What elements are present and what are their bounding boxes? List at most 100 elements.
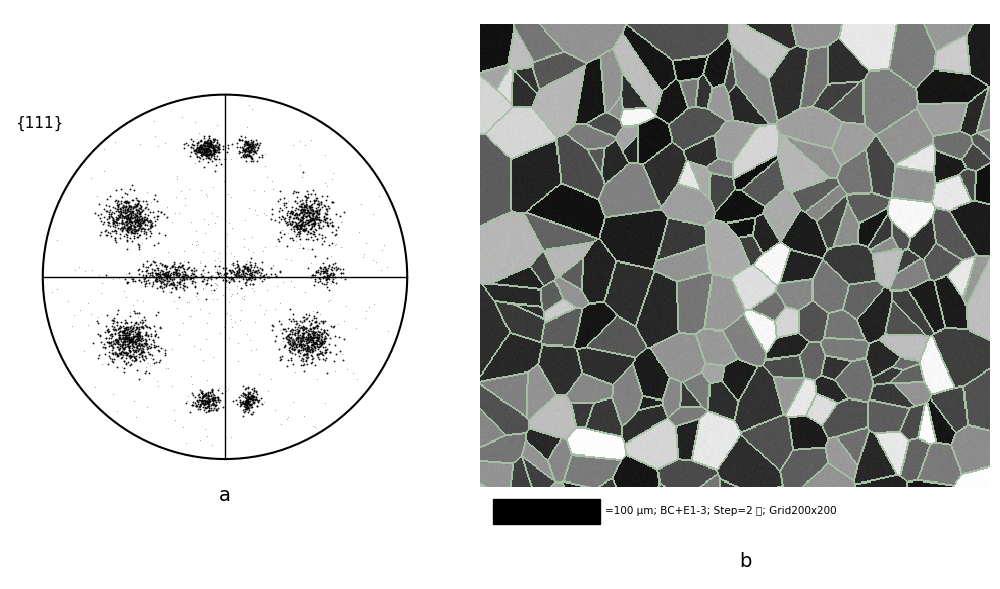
Point xyxy=(207,167,223,176)
Point xyxy=(121,223,137,232)
Point xyxy=(225,258,241,267)
Point xyxy=(303,336,319,345)
Point xyxy=(284,217,300,227)
Point xyxy=(135,216,151,226)
Point xyxy=(303,217,319,226)
Point xyxy=(113,349,129,359)
Point xyxy=(147,330,163,340)
Point xyxy=(242,142,258,151)
Point xyxy=(105,214,121,223)
Point xyxy=(120,222,136,231)
Point xyxy=(122,334,138,343)
Point xyxy=(321,203,337,213)
Point xyxy=(119,213,135,223)
Point xyxy=(242,399,258,409)
Point xyxy=(156,270,172,280)
Point xyxy=(278,326,294,336)
Point xyxy=(129,343,145,352)
Point xyxy=(295,325,311,335)
Point xyxy=(328,239,344,249)
Point xyxy=(243,409,259,419)
Point xyxy=(119,333,135,343)
Point xyxy=(310,267,326,276)
Point xyxy=(310,334,326,343)
Point xyxy=(324,217,340,227)
Point xyxy=(303,136,319,145)
Point xyxy=(220,189,236,198)
Point xyxy=(287,339,303,349)
Point xyxy=(317,178,333,188)
Point xyxy=(265,184,281,194)
Point xyxy=(123,216,139,226)
Point xyxy=(238,391,254,400)
Point xyxy=(150,266,166,275)
Point xyxy=(107,197,123,206)
Point xyxy=(295,225,311,234)
Point xyxy=(291,224,307,233)
Point xyxy=(311,198,327,208)
Point xyxy=(105,215,121,224)
Point xyxy=(135,272,151,282)
Point xyxy=(185,143,201,153)
Point xyxy=(164,280,180,289)
Point xyxy=(307,252,323,262)
Point xyxy=(311,222,327,231)
Point xyxy=(119,350,135,360)
Point xyxy=(129,208,145,217)
Point xyxy=(129,201,145,210)
Point xyxy=(290,333,306,342)
Point xyxy=(202,137,218,146)
Point xyxy=(194,147,210,157)
Point xyxy=(297,205,313,214)
Point xyxy=(126,201,142,211)
Point xyxy=(121,209,137,219)
Point xyxy=(156,210,172,219)
Point xyxy=(245,395,261,404)
Point xyxy=(180,272,196,281)
Point xyxy=(220,143,236,152)
Point xyxy=(296,221,312,230)
Point xyxy=(317,201,333,211)
Point xyxy=(303,202,319,211)
Point xyxy=(291,326,307,335)
Point xyxy=(120,222,136,231)
Point xyxy=(113,317,129,327)
Point xyxy=(105,340,121,349)
Point xyxy=(178,270,194,280)
Point xyxy=(319,205,335,214)
Point xyxy=(296,322,312,332)
Point xyxy=(118,196,134,206)
Point xyxy=(199,397,215,406)
Point xyxy=(119,336,135,346)
Point xyxy=(203,141,219,150)
Point xyxy=(194,388,210,398)
Point xyxy=(238,140,254,149)
Point xyxy=(319,283,335,292)
Point xyxy=(283,206,299,216)
Point xyxy=(277,341,293,350)
Point xyxy=(238,396,254,406)
Point xyxy=(247,139,263,148)
Point xyxy=(277,229,293,239)
Point xyxy=(239,401,255,410)
Point xyxy=(125,342,141,351)
Point xyxy=(194,397,210,406)
Point xyxy=(231,276,247,285)
Point xyxy=(301,217,317,226)
Point xyxy=(106,208,122,217)
Point xyxy=(244,144,260,153)
Point xyxy=(244,270,260,279)
Point xyxy=(311,355,327,364)
Point xyxy=(189,395,205,404)
Point xyxy=(293,355,309,365)
Point xyxy=(303,273,319,282)
Point xyxy=(103,329,119,339)
Point xyxy=(164,345,180,354)
Point xyxy=(148,341,164,350)
Point xyxy=(241,147,257,156)
Point xyxy=(202,140,218,150)
Point xyxy=(272,267,288,276)
Point xyxy=(117,188,133,198)
Point xyxy=(185,276,201,285)
Point xyxy=(124,340,140,350)
